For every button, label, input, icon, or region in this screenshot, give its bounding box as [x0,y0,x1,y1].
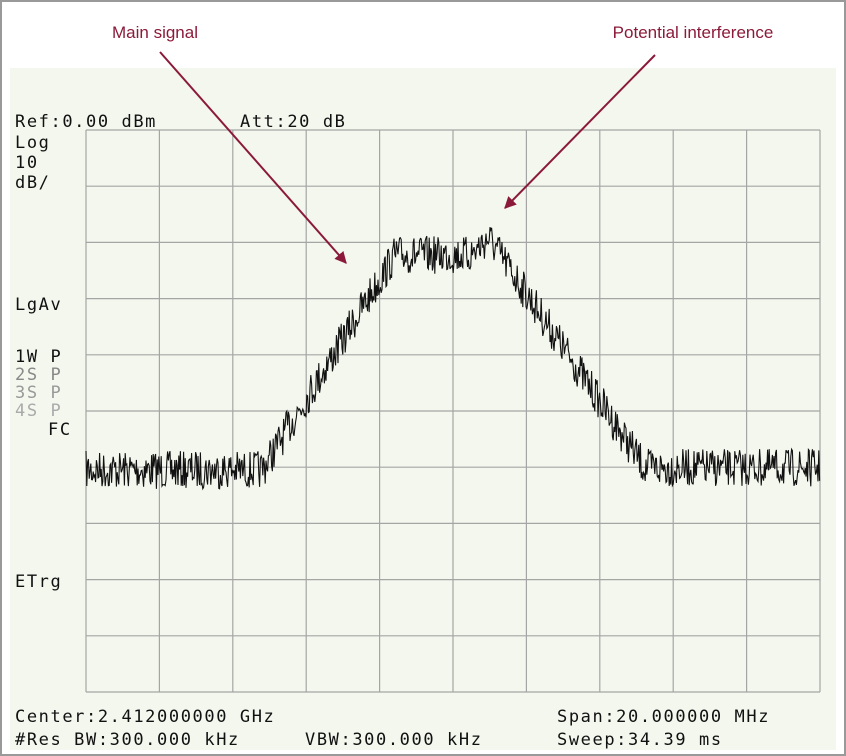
vbw: VBW:300.000 kHz [305,730,483,750]
sweep: Sweep:34.39 ms [557,730,723,750]
annotation: Main signal [112,23,198,42]
side-label: dB/ [15,173,51,193]
trace [85,226,821,491]
arrow [504,54,656,209]
ref-level: Ref:0.00 dBm [15,112,157,132]
side-label: LgAv [15,295,62,315]
attenuation: Att:20 dB [240,112,347,132]
side-label: Log [15,133,51,153]
side-label: 2S P [15,365,62,385]
rbw: #Res BW:300.000 kHz [15,730,240,750]
side-label: 1W P [15,347,62,367]
side-label: 10 [15,153,39,173]
annotation: Potential interference [613,23,774,42]
side-label: 3S P [15,383,62,403]
arrow [159,51,347,264]
display [10,68,836,750]
span: Span:20.000000 MHz [557,707,770,727]
side-label: ETrg [15,572,62,592]
side-label: FC [48,420,72,440]
center-freq: Center:2.412000000 GHz [15,707,275,727]
side-label: 4S P [15,401,62,421]
